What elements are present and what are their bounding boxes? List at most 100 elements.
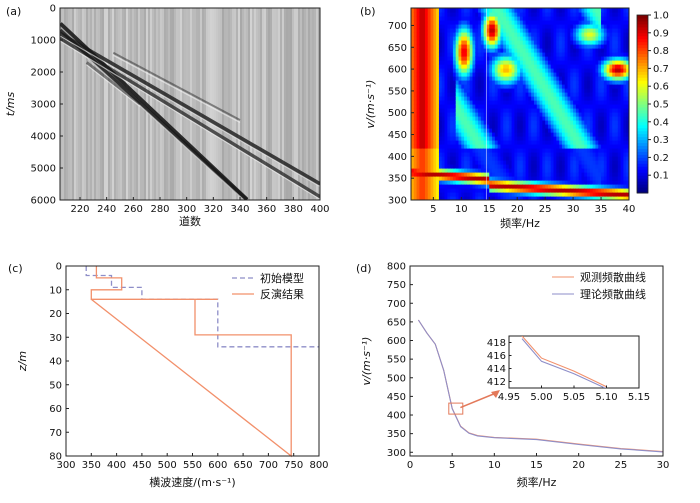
spectrum-cell	[503, 144, 507, 149]
spectrum-cell	[528, 172, 532, 177]
spectrum-cell	[620, 60, 625, 65]
spectrum-cell	[581, 140, 585, 145]
spectrum-cell	[561, 36, 566, 41]
spectrum-cell	[472, 176, 476, 181]
spectrum-cell	[542, 152, 546, 157]
spectrum-cell	[531, 40, 535, 45]
spectrum-cell	[427, 32, 432, 37]
spectrum-cell	[592, 36, 597, 41]
spectrum-cell	[464, 56, 468, 61]
spectrum-cell	[430, 140, 434, 145]
spectrum-cell	[480, 40, 485, 45]
spectrum-cell	[416, 192, 420, 197]
spectrum-cell	[570, 40, 574, 45]
spectrum-cell	[475, 68, 479, 73]
spectrum-cell	[464, 180, 468, 185]
spectrum-cell	[480, 96, 485, 101]
spectrum-cell	[623, 108, 627, 113]
spectrum-cell	[531, 136, 535, 141]
spectrum-cell	[609, 96, 613, 101]
spectrum-cell	[472, 88, 476, 93]
spectrum-cell	[508, 112, 513, 117]
spectrum-cell	[550, 176, 555, 181]
spectrum-cell	[480, 196, 485, 200]
spectrum-cell	[450, 92, 454, 97]
spectrum-cell	[615, 48, 619, 53]
spectrum-cell	[573, 32, 577, 37]
spectrum-cell	[492, 52, 496, 57]
spectrum-cell	[573, 164, 577, 169]
spectrum-cell	[612, 144, 616, 149]
spectrum-cell	[416, 116, 420, 121]
spectrum-cell	[424, 44, 429, 49]
spectrum-cell	[601, 112, 605, 117]
spectrum-cell	[542, 24, 546, 29]
spectrum-cell	[561, 164, 566, 169]
spectrum-cell	[539, 192, 543, 197]
spectrum-cell	[447, 112, 451, 117]
spectrum-cell	[559, 76, 563, 81]
spectrum-cell	[584, 20, 588, 25]
spectrum-cell	[531, 168, 535, 173]
spectrum-cell	[522, 136, 527, 141]
spectrum-cell	[528, 176, 532, 181]
spectrum-cell	[424, 172, 429, 177]
spectrum-cell	[450, 176, 454, 181]
spectrum-cell	[466, 24, 471, 29]
spectrum-cell	[573, 28, 577, 33]
spectrum-cell	[480, 52, 485, 57]
spectrum-cell	[612, 24, 616, 29]
spectrum-cell	[545, 148, 549, 153]
spectrum-cell	[444, 104, 448, 109]
trace-stripe	[272, 8, 274, 200]
spectrum-cell	[466, 108, 471, 113]
spectrum-cell	[438, 52, 443, 57]
trace-stripe	[220, 8, 222, 200]
spectrum-cell	[592, 12, 597, 17]
spectrum-cell	[598, 36, 602, 41]
panel-b	[411, 8, 629, 200]
spectrum-cell	[483, 104, 488, 109]
spectrum-cell	[444, 72, 448, 77]
spectrum-cell	[444, 12, 448, 17]
panel-c-label: (c)	[8, 262, 23, 275]
spectrum-cell	[539, 196, 543, 200]
spectrum-cell	[494, 176, 499, 181]
spectrum-cell	[525, 32, 529, 37]
spectrum-cell	[492, 60, 496, 65]
spectrum-cell	[455, 32, 460, 37]
spectrum-cell	[436, 80, 440, 85]
spectrum-cell	[478, 132, 482, 137]
spectrum-cell	[444, 52, 448, 57]
spectrum-cell	[478, 64, 482, 69]
spectrum-cell	[570, 24, 574, 29]
spectrum-cell	[444, 172, 448, 177]
spectrum-cell	[553, 152, 557, 157]
spectrum-cell	[503, 36, 507, 41]
spectrum-cell	[469, 32, 474, 37]
spectrum-cell	[472, 68, 476, 73]
spectrum-cell	[486, 72, 490, 77]
colorbar-cell	[637, 65, 648, 69]
spectrum-cell	[438, 124, 443, 129]
spectrum-cell	[626, 180, 629, 185]
spectrum-cell	[436, 140, 440, 145]
trace-stripe	[102, 8, 104, 200]
spectrum-cell	[581, 164, 585, 169]
spectrum-cell	[466, 132, 471, 137]
spectrum-cell	[581, 196, 585, 200]
spectrum-cell	[441, 52, 446, 57]
spectrum-cell	[511, 168, 516, 173]
spectrum-cell	[620, 152, 625, 157]
spectrum-cell	[450, 8, 454, 13]
spectrum-cell	[452, 112, 457, 117]
spectrum-cell	[436, 120, 440, 125]
spectrum-cell	[598, 96, 602, 101]
spectrum-cell	[436, 164, 440, 169]
spectrum-cell	[472, 80, 476, 85]
spectrum-cell	[458, 88, 462, 93]
spectrum-cell	[500, 96, 504, 101]
spectrum-cell	[452, 8, 457, 13]
spectrum-cell	[528, 132, 532, 137]
spectrum-cell	[609, 88, 613, 93]
